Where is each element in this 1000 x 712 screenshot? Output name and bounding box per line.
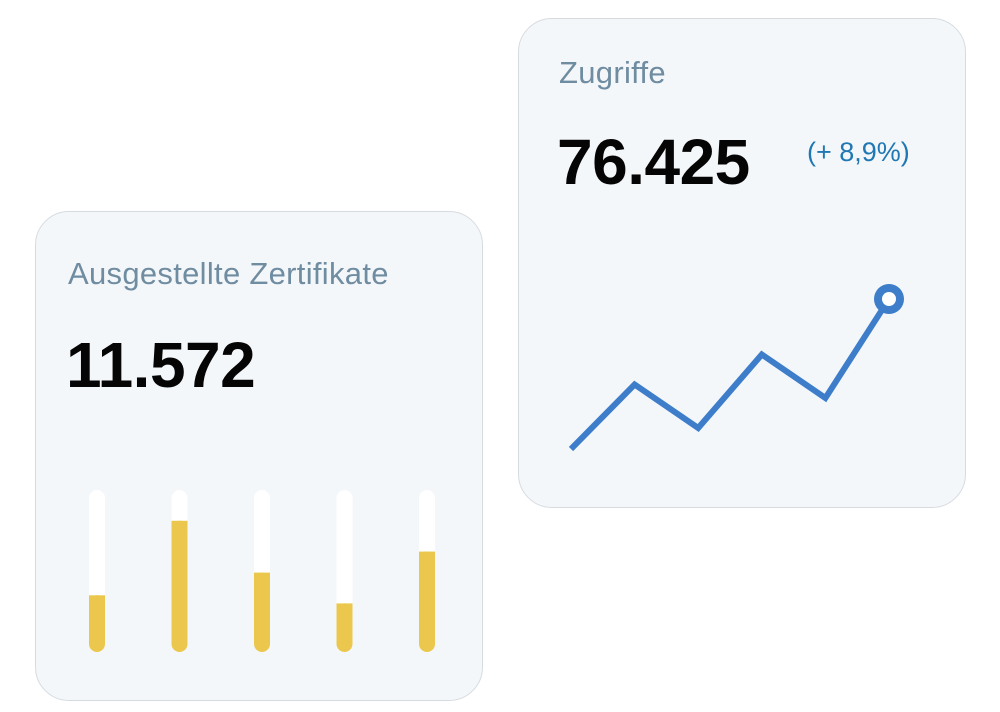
bar-fill (336, 603, 353, 652)
line-end-marker-center (882, 292, 896, 306)
bar-fill (171, 520, 188, 652)
bar-fill-top (89, 595, 105, 604)
card-value: 11.572 (66, 329, 256, 401)
line-series (568, 297, 892, 452)
bar-fill (419, 551, 435, 652)
line-chart (568, 284, 904, 452)
bar-fill-top (254, 572, 270, 581)
bar-fill-top (336, 603, 353, 612)
bar-fill-top (419, 551, 435, 560)
bar-fill (254, 572, 270, 652)
card-title: Ausgestellte Zertifikate (68, 256, 389, 291)
bar-chart (89, 490, 435, 652)
card-title: Zugriffe (559, 55, 666, 90)
bar-fill (89, 595, 105, 652)
bar-fill-top (171, 520, 188, 529)
card-value: 76.425 (557, 126, 750, 198)
card-zugriffe: Zugriffe 76.425 (+ 8,9%) (518, 18, 966, 508)
card-zertifikate: Ausgestellte Zertifikate 11.572 (35, 211, 483, 701)
card-delta: (+ 8,9%) (807, 137, 910, 167)
